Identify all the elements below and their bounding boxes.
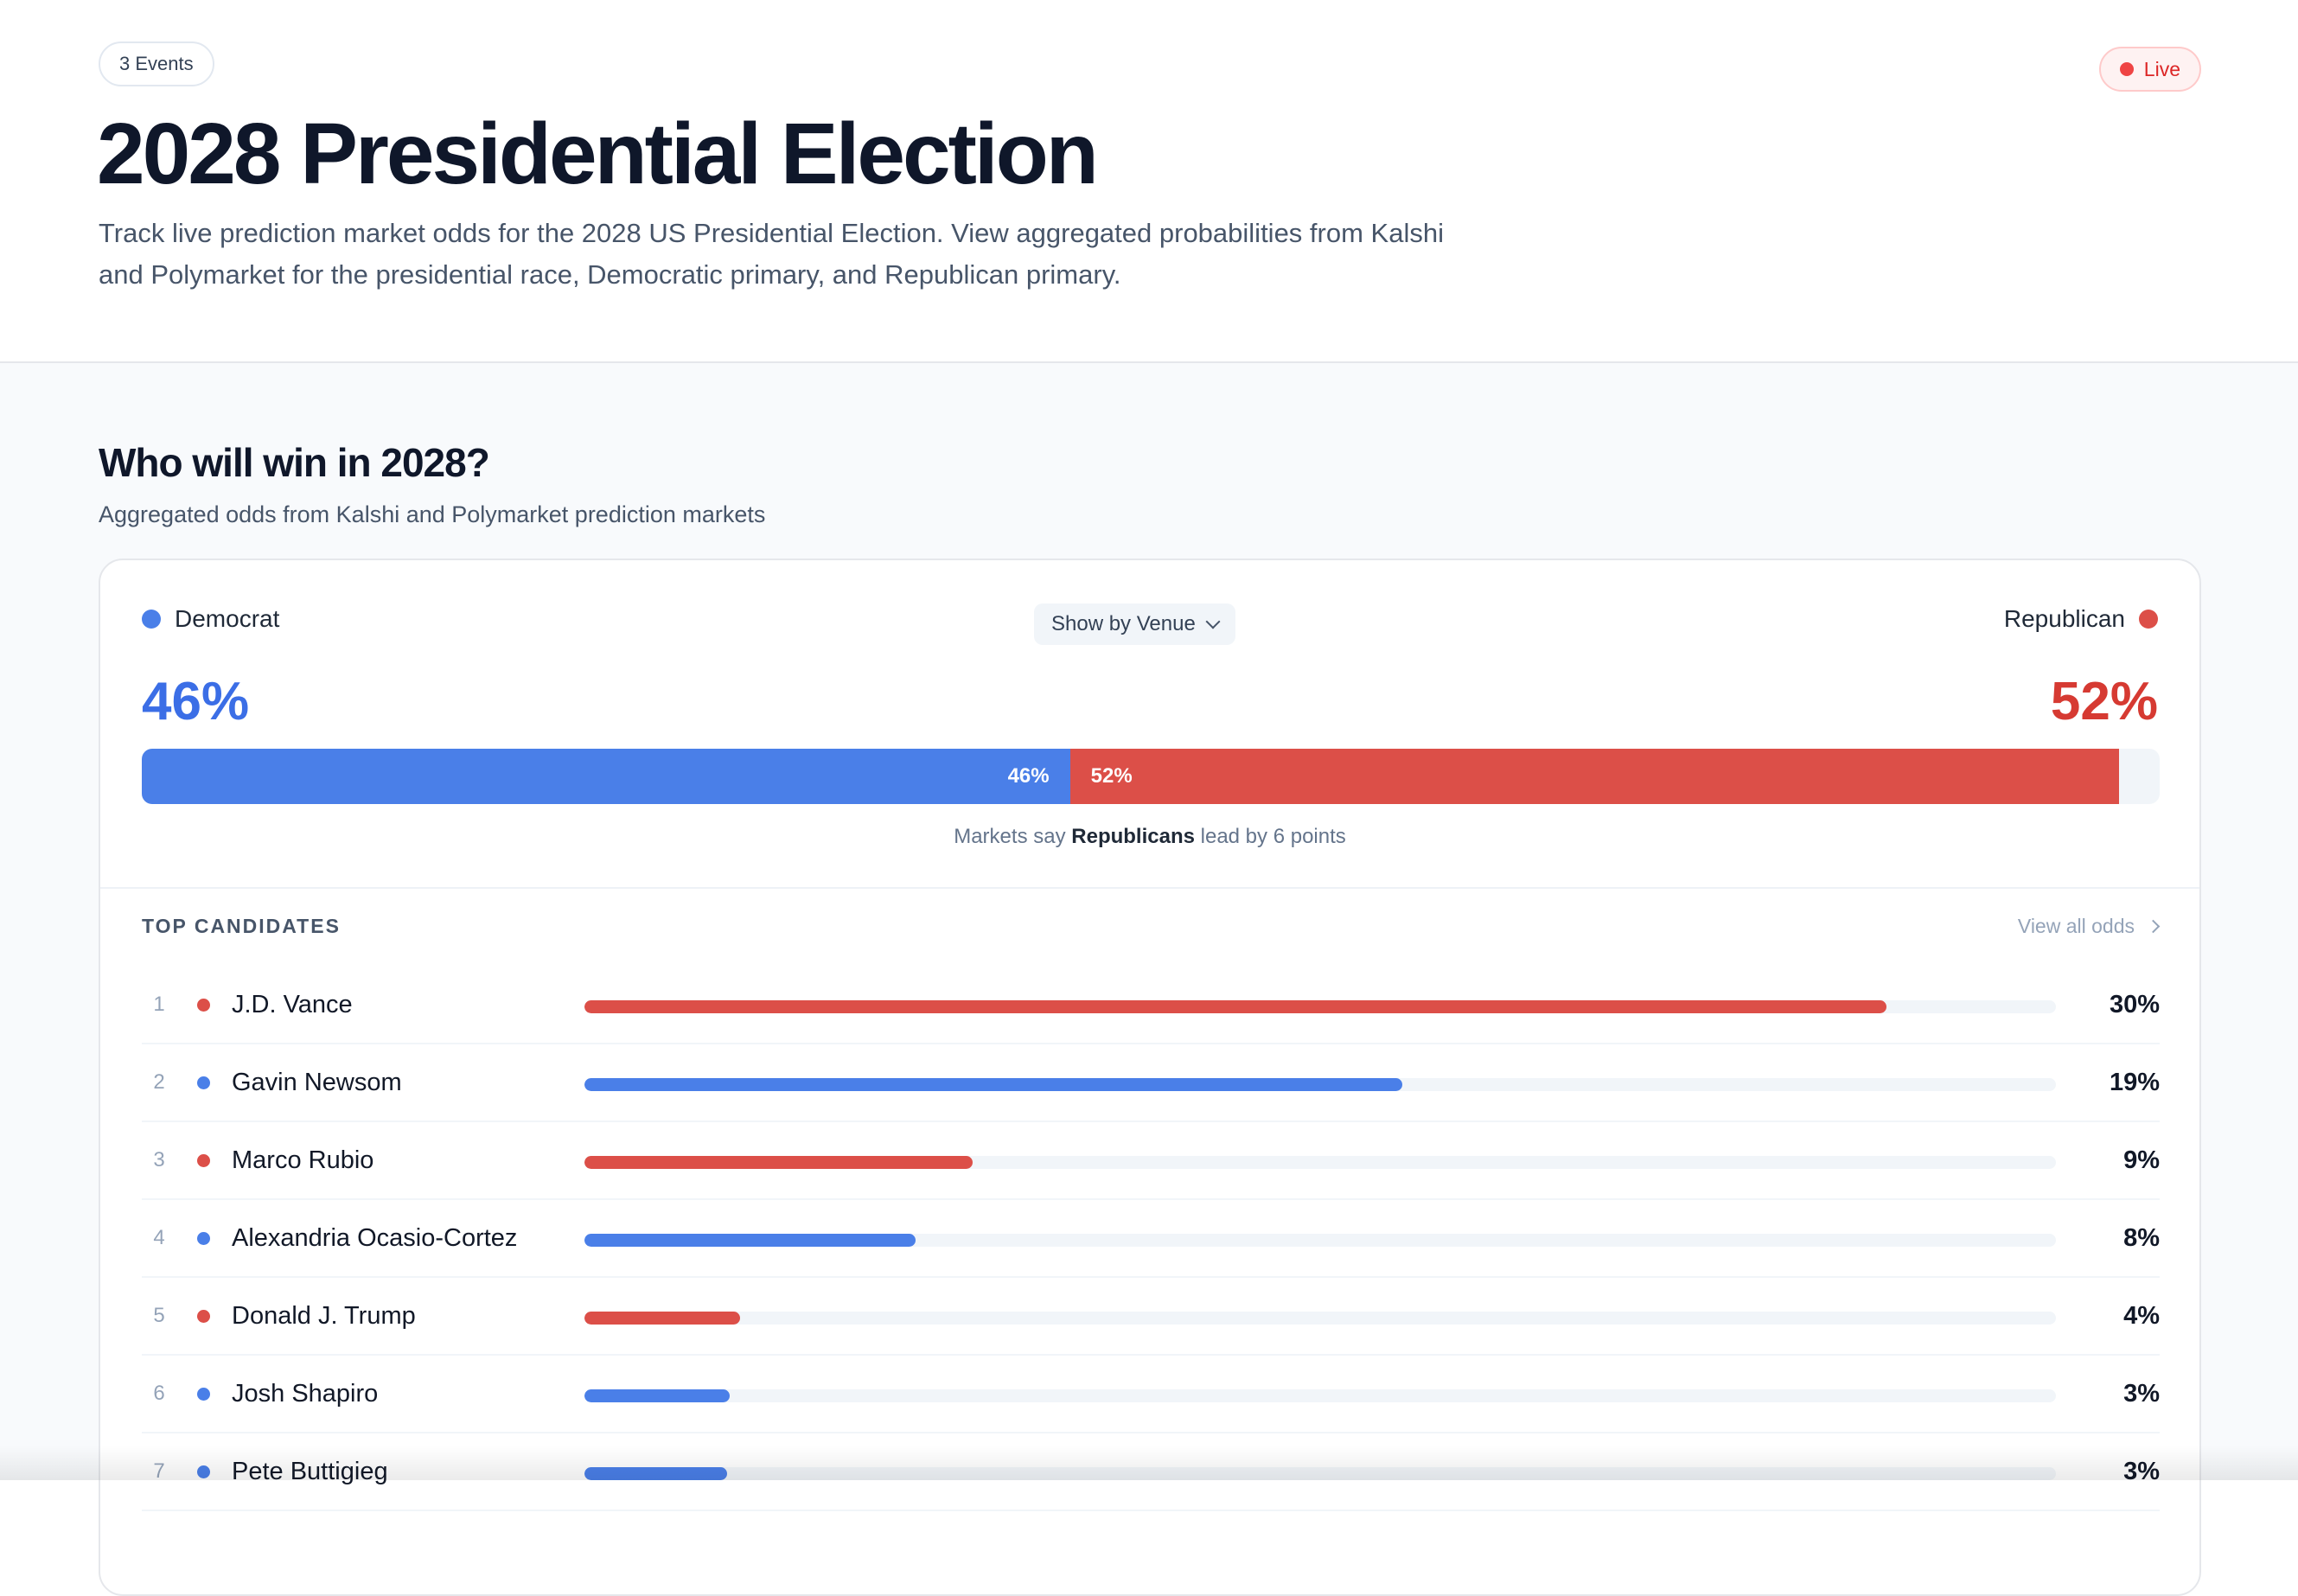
candidate-name: Alexandria Ocasio-Cortez	[232, 1224, 518, 1252]
top-candidates-heading: TOP CANDIDATES	[142, 915, 341, 937]
candidate-odds-track	[584, 1312, 2056, 1325]
candidate-odds-fill	[584, 1156, 973, 1169]
candidate-rank: 1	[153, 993, 165, 1016]
candidate-rank: 3	[153, 1148, 165, 1171]
candidate-odds-fill	[584, 1467, 728, 1480]
candidate-percentage: 3%	[2123, 1380, 2160, 1408]
candidate-odds-fill	[584, 1312, 741, 1325]
candidate-rank: 6	[153, 1382, 165, 1405]
page-header: 3 Events Live 2028 Presidential Election…	[0, 0, 2298, 363]
democrat-legend: Democrat	[142, 605, 279, 633]
odds-card: Democrat Show by Venue Republican 46% 52…	[99, 559, 2201, 1596]
party-split-bar: 46% 52%	[142, 749, 2160, 804]
democrat-label: Democrat	[175, 605, 280, 632]
events-count-badge[interactable]: 3 Events	[99, 41, 214, 86]
candidate-name: Pete Buttigieg	[232, 1458, 388, 1485]
candidate-percentage: 9%	[2123, 1146, 2160, 1174]
page-description: Track live prediction market odds for th…	[99, 218, 1444, 290]
candidate-odds-track	[584, 1389, 2056, 1402]
show-by-venue-button[interactable]: Show by Venue	[1034, 603, 1235, 645]
republican-label: Republican	[2003, 605, 2125, 632]
republican-dot-icon	[2139, 610, 2158, 629]
party-dot-icon	[197, 1232, 210, 1245]
candidate-row[interactable]: 6 Josh Shapiro 3%	[142, 1356, 2160, 1433]
candidate-percentage: 4%	[2123, 1302, 2160, 1330]
candidate-odds-track	[584, 1467, 2056, 1480]
democrat-dot-icon	[142, 610, 161, 629]
chevron-down-icon	[1205, 614, 1221, 629]
candidate-odds-fill	[584, 1234, 916, 1247]
section-title: Who will win in 2028?	[99, 440, 490, 485]
lead-party: Republicans	[1071, 825, 1195, 848]
candidate-row[interactable]: 3 Marco Rubio 9%	[142, 1122, 2160, 1200]
view-all-label: View all odds	[2017, 915, 2135, 937]
candidate-list: 1 J.D. Vance 30% 2 Gavin Newsom 19% 3 Marco Rub…	[142, 967, 2160, 1511]
live-status-badge: Live	[2098, 47, 2201, 92]
party-dot-icon	[197, 999, 210, 1012]
view-all-odds-link[interactable]: View all odds	[2017, 915, 2161, 938]
candidate-row[interactable]: 4 Alexandria Ocasio-Cortez 8%	[142, 1200, 2160, 1278]
candidate-odds-fill	[584, 1000, 1887, 1013]
candidate-row[interactable]: 7 Pete Buttigieg 3%	[142, 1433, 2160, 1511]
lead-suffix: lead by 6 points	[1200, 825, 1346, 848]
candidate-odds-track	[584, 1234, 2056, 1247]
party-dot-icon	[197, 1310, 210, 1323]
candidate-rank: 2	[153, 1070, 165, 1094]
candidate-odds-track	[584, 1156, 2056, 1169]
candidate-rank: 4	[153, 1226, 165, 1249]
events-count-label: 3 Events	[119, 53, 194, 74]
candidate-odds-fill	[584, 1389, 731, 1402]
page-title: 2028 Presidential Election	[97, 105, 1099, 202]
main-content: Who will win in 2028? Aggregated odds fr…	[0, 363, 2298, 1596]
live-dot-icon	[2119, 62, 2134, 76]
candidate-percentage: 30%	[2109, 991, 2160, 1018]
venue-button-label: Show by Venue	[1051, 612, 1196, 635]
candidate-rank: 7	[153, 1459, 165, 1483]
live-label: Live	[2143, 57, 2180, 80]
candidate-name: Marco Rubio	[232, 1146, 374, 1174]
candidate-name: Josh Shapiro	[232, 1380, 379, 1408]
party-dot-icon	[197, 1076, 210, 1089]
candidate-odds-fill	[584, 1078, 1403, 1091]
card-divider	[100, 887, 2199, 889]
lead-summary: Markets say Republicans lead by 6 points	[100, 825, 2199, 849]
candidate-percentage: 8%	[2123, 1224, 2160, 1252]
candidate-row[interactable]: 5 Donald J. Trump 4%	[142, 1278, 2160, 1356]
party-dot-icon	[197, 1154, 210, 1167]
democrat-percentage: 46%	[142, 672, 250, 731]
candidate-odds-track	[584, 1000, 2056, 1013]
republican-legend: Republican	[2004, 605, 2158, 633]
candidate-odds-track	[584, 1078, 2056, 1091]
republican-bar-segment[interactable]: 52%	[1069, 749, 2120, 804]
republican-bar-label: 52%	[1090, 764, 1133, 788]
candidate-row[interactable]: 2 Gavin Newsom 19%	[142, 1044, 2160, 1122]
party-dot-icon	[197, 1465, 210, 1478]
democrat-bar-label: 46%	[1007, 764, 1050, 788]
candidate-rank: 5	[153, 1304, 165, 1327]
candidate-name: Gavin Newsom	[232, 1069, 402, 1096]
lead-prefix: Markets say	[954, 825, 1066, 848]
candidate-name: J.D. Vance	[232, 991, 353, 1018]
candidate-row[interactable]: 1 J.D. Vance 30%	[142, 967, 2160, 1044]
candidate-percentage: 3%	[2123, 1458, 2160, 1485]
republican-percentage: 52%	[2050, 672, 2158, 731]
candidate-percentage: 19%	[2109, 1069, 2160, 1096]
section-subtitle: Aggregated odds from Kalshi and Polymark…	[99, 501, 766, 527]
democrat-bar-segment[interactable]: 46%	[142, 749, 1070, 804]
party-dot-icon	[197, 1388, 210, 1401]
chevron-right-icon	[2146, 919, 2161, 934]
candidate-name: Donald J. Trump	[232, 1302, 416, 1330]
